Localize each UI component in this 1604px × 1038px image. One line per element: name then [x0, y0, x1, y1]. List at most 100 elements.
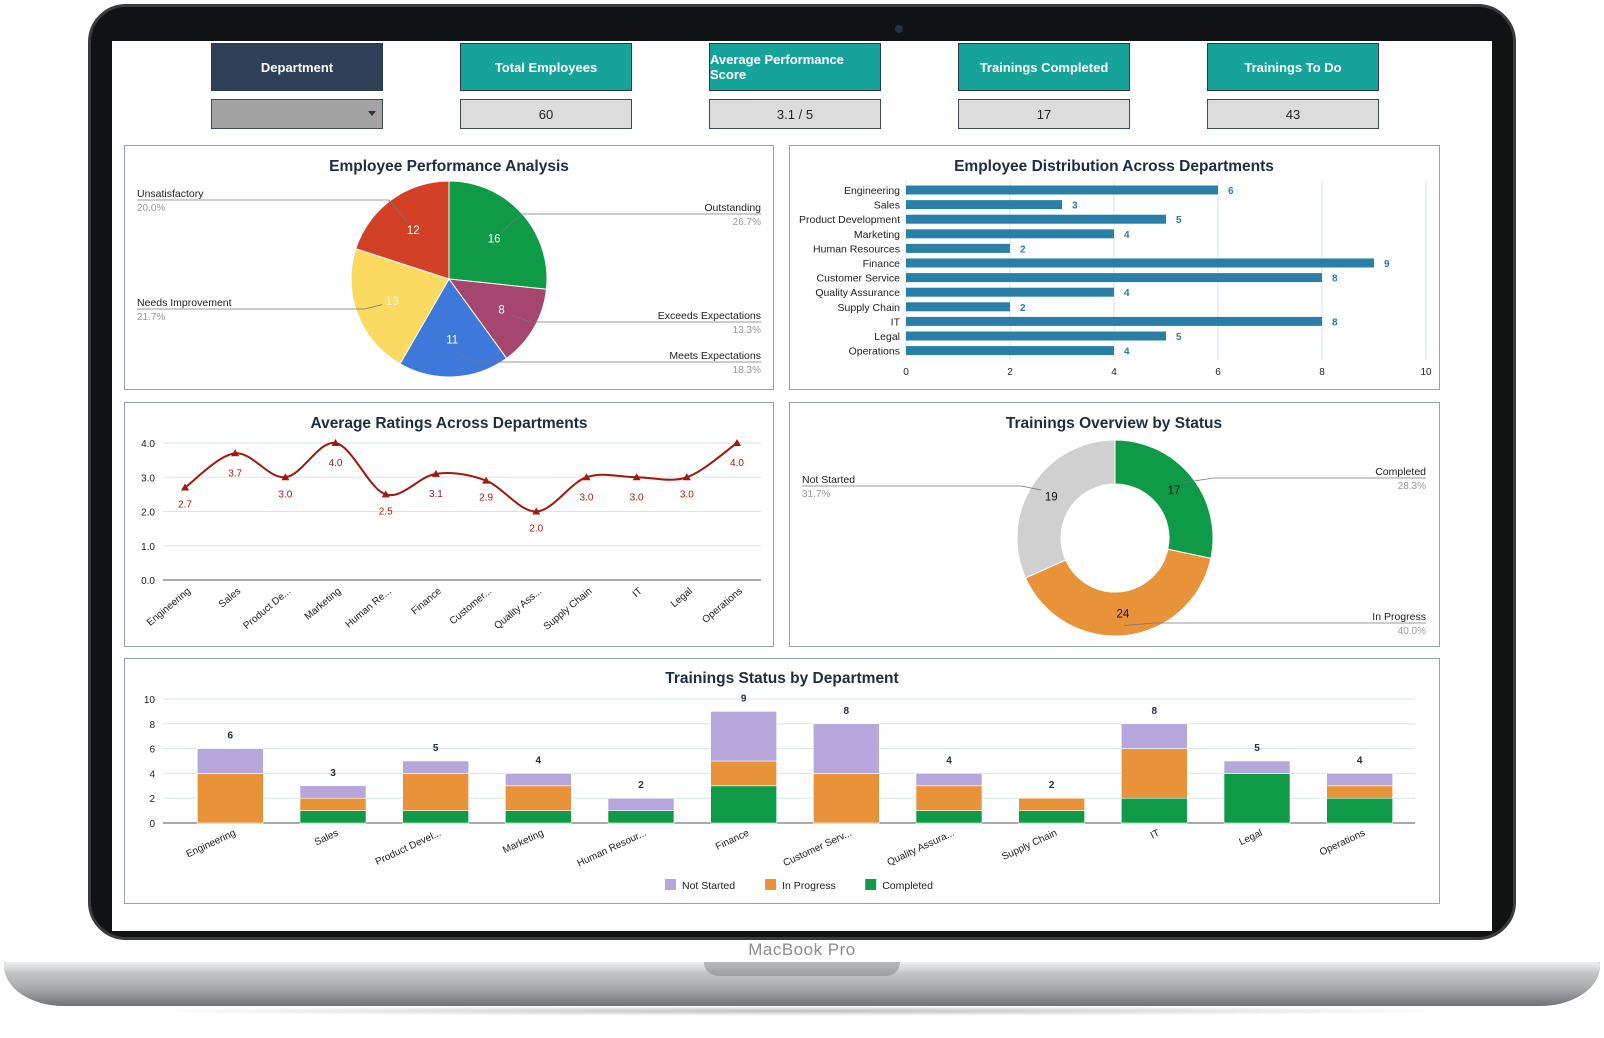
overview-value-label: 17: [1168, 485, 1181, 497]
status-bar-segment: [710, 711, 777, 762]
distribution-category-label: Customer Service: [817, 273, 901, 285]
status-bar-segment: [299, 785, 367, 799]
distribution-bar-chart: Employee Distribution Across Departments…: [799, 158, 1432, 378]
ratings-point: [632, 473, 641, 481]
status-bar-segment: [1018, 797, 1085, 811]
distribution-bar: [906, 302, 1010, 312]
ratings-x-tick: Engineering: [145, 586, 193, 629]
status-y-tick: 8: [149, 720, 155, 731]
ratings-x-tick: Finance: [410, 586, 445, 618]
ratings-x-tick: Customer...: [448, 586, 494, 627]
performance-pie-chart: Employee Performance Analysis 16 Outstandi…: [137, 158, 761, 378]
brand-label: MacBook Pro: [748, 940, 856, 959]
ratings-x-tick: Product De...: [242, 586, 294, 632]
performance-leader-line: [452, 350, 761, 363]
panel-distribution: Employee Distribution Across Departments…: [789, 145, 1440, 390]
performance-slice-3: [350, 248, 450, 365]
status-bar-segment: [505, 773, 572, 787]
performance-slice-name: Meets Expectations: [669, 350, 761, 362]
distribution-value-label: 9: [1384, 259, 1390, 270]
ratings-y-tick: 1.0: [141, 542, 155, 553]
status-total-label: 6: [228, 731, 234, 742]
ratings-value-label: 3.0: [580, 492, 594, 503]
overview-slice-0: [1114, 439, 1214, 559]
performance-slice-percent: 20.0%: [137, 203, 165, 214]
distribution-bar: [906, 214, 1166, 224]
ratings-value-label: 2.7: [178, 500, 192, 511]
status-legend-swatch: [765, 879, 777, 890]
distribution-bar: [906, 316, 1322, 326]
overview-leader-line: [802, 485, 1042, 491]
status-total-label: 5: [1254, 743, 1260, 754]
distribution-category-label: Marketing: [854, 229, 900, 241]
status-total-label: 8: [1152, 706, 1158, 717]
distribution-category-label: Quality Assurance: [815, 287, 900, 299]
performance-leader-line: [137, 199, 408, 222]
status-bar-segment: [299, 810, 367, 824]
status-x-tick: Quality Assura...: [886, 828, 957, 869]
ratings-value-label: 3.1: [429, 489, 443, 500]
distribution-category-label: Finance: [863, 258, 901, 270]
distribution-bar: [906, 258, 1374, 268]
ratings-x-tick: Human Re...: [344, 586, 394, 631]
status-total-label: 5: [433, 743, 439, 754]
status-bar-segment: [402, 760, 469, 774]
overview-chart-title: Trainings Overview by Status: [1006, 415, 1222, 432]
overview-slice-2: [1016, 439, 1116, 579]
status-bar-segment: [710, 785, 777, 824]
distribution-value-label: 8: [1332, 274, 1338, 285]
status-bar-segment: [915, 785, 983, 811]
laptop-shadow: [120, 1006, 1484, 1016]
performance-chart-title: Employee Performance Analysis: [329, 158, 569, 175]
ratings-point: [682, 473, 691, 481]
ratings-line-chart: Average Ratings Across Departments 0.0 1.0…: [141, 415, 761, 633]
ratings-value-label: 4.0: [329, 458, 343, 469]
status-total-label: 4: [946, 755, 952, 766]
distribution-value-label: 3: [1072, 201, 1078, 212]
status-bar-segment: [915, 810, 983, 824]
status-total-label: 4: [1357, 755, 1363, 766]
training-status-stacked-chart: Trainings Status by Department 0 2 4 6 8 10 6 En…: [144, 670, 1415, 892]
kpi-total-employees-title: Total Employees: [460, 43, 632, 91]
performance-slice-percent: 18.3%: [733, 365, 761, 376]
status-bar-segment: [402, 810, 469, 824]
status-bar-segment: [1121, 723, 1188, 749]
department-dropdown[interactable]: [211, 99, 383, 129]
panel-ratings: Average Ratings Across Departments 0.0 1.0…: [124, 402, 774, 647]
status-total-label: 9: [741, 693, 747, 704]
status-bar-segment: [505, 785, 572, 811]
kpi-department-title: Department: [211, 43, 383, 91]
distribution-x-tick: 4: [1111, 367, 1117, 378]
performance-slice-2: [399, 278, 508, 378]
distribution-value-label: 4: [1124, 230, 1130, 241]
distribution-bar: [906, 346, 1114, 356]
performance-slice-percent: 21.7%: [137, 312, 165, 323]
status-bar-segment: [710, 760, 777, 787]
status-bar-segment: [1223, 760, 1291, 774]
status-bar-segment: [1121, 797, 1188, 824]
distribution-bar: [906, 243, 1010, 253]
ratings-point: [281, 473, 290, 481]
overview-slice-name: Completed: [1375, 466, 1426, 478]
kpi-avg-performance-value: 3.1 / 5: [709, 99, 881, 129]
ratings-value-label: 2.5: [379, 506, 393, 517]
distribution-value-label: 5: [1176, 215, 1182, 226]
overview-slice-percent: 31.7%: [802, 489, 830, 500]
kpi-trainings-completed: Trainings Completed 17: [958, 43, 1130, 129]
ratings-x-tick: Sales: [217, 586, 243, 611]
overview-slice-1: [1024, 548, 1212, 637]
performance-value-label: 8: [498, 304, 504, 316]
chevron-down-icon[interactable]: [368, 111, 376, 116]
distribution-bar: [906, 229, 1114, 239]
status-total-label: 2: [638, 780, 644, 791]
distribution-category-label: Product Development: [799, 214, 900, 226]
kpi-total-employees: Total Employees 60: [460, 43, 632, 129]
status-bar-segment: [1326, 785, 1393, 799]
ratings-point: [532, 507, 541, 515]
distribution-value-label: 8: [1332, 317, 1338, 328]
ratings-chart-title: Average Ratings Across Departments: [310, 415, 587, 432]
performance-value-label: 16: [488, 233, 501, 245]
overview-leader-line: [1124, 622, 1426, 626]
performance-value-label: 11: [446, 335, 458, 347]
performance-slice-1: [447, 278, 548, 359]
